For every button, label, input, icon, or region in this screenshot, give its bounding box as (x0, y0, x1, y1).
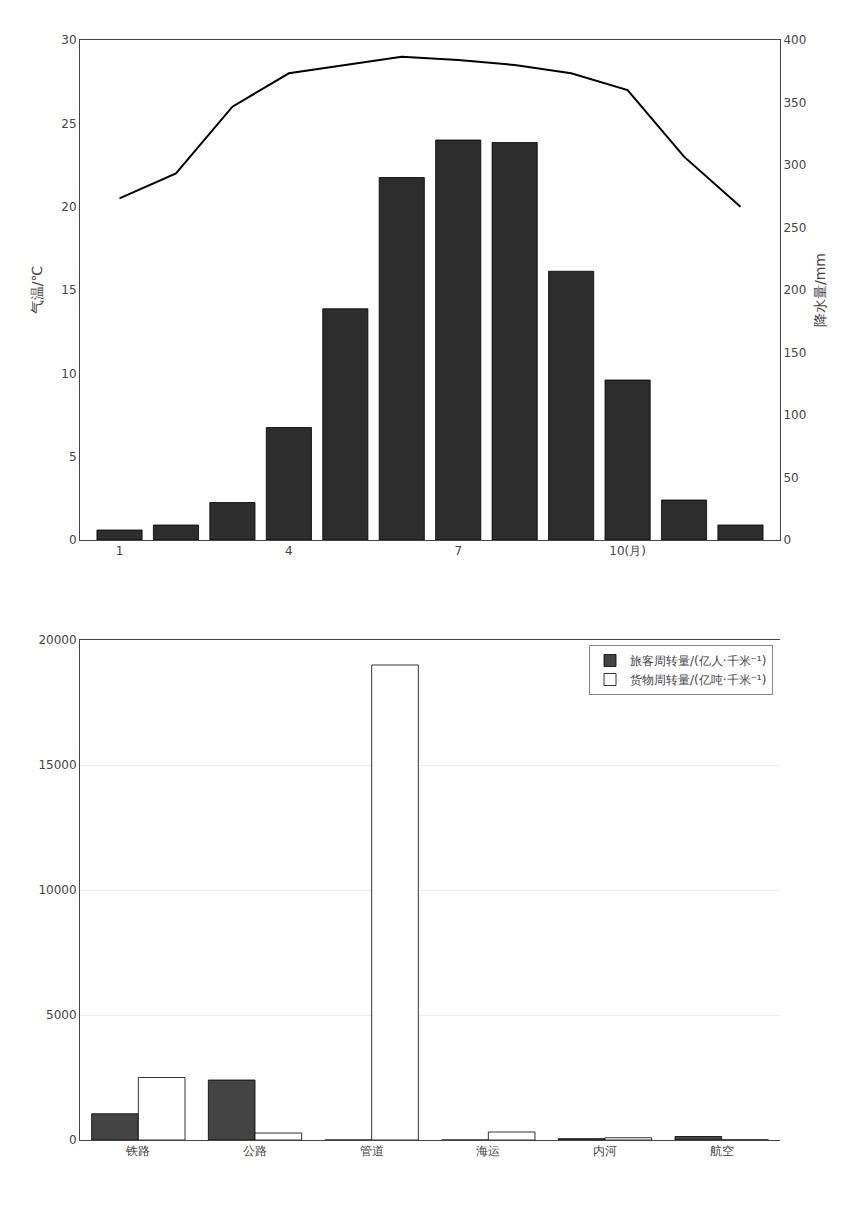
svg-text:管道: 管道 (360, 1144, 384, 1158)
svg-text:5: 5 (69, 450, 77, 464)
svg-text:0: 0 (69, 1133, 77, 1147)
svg-text:公路: 公路 (243, 1144, 267, 1158)
svg-text:150: 150 (783, 346, 806, 360)
svg-text:20: 20 (61, 200, 76, 214)
svg-text:30: 30 (61, 33, 76, 47)
svg-text:旅客周转量/(亿人·千米⁻¹): 旅客周转量/(亿人·千米⁻¹) (630, 654, 766, 668)
svg-text:5000: 5000 (46, 1008, 77, 1022)
svg-text:15: 15 (61, 283, 76, 297)
svg-text:50: 50 (783, 471, 798, 485)
svg-text:10000: 10000 (38, 883, 76, 897)
svg-text:货物周转量/(亿吨·千米⁻¹): 货物周转量/(亿吨·千米⁻¹) (630, 673, 766, 687)
svg-text:7: 7 (454, 544, 462, 558)
svg-text:25: 25 (61, 117, 76, 131)
svg-text:400: 400 (783, 33, 806, 47)
svg-text:内河: 内河 (593, 1144, 617, 1158)
svg-text:1: 1 (116, 544, 124, 558)
svg-text:200: 200 (783, 283, 806, 297)
svg-text:350: 350 (783, 96, 806, 110)
svg-text:0: 0 (783, 533, 791, 547)
svg-text:100: 100 (783, 408, 806, 422)
svg-text:0: 0 (69, 533, 77, 547)
svg-text:气温/℃: 气温/℃ (29, 266, 45, 314)
svg-text:铁路: 铁路 (125, 1144, 150, 1158)
svg-text:航空: 航空 (710, 1144, 734, 1158)
svg-text:4: 4 (285, 544, 293, 558)
svg-text:250: 250 (783, 221, 806, 235)
svg-text:20000: 20000 (38, 633, 76, 647)
svg-text:10(月): 10(月) (609, 544, 646, 558)
svg-text:海运: 海运 (476, 1144, 500, 1158)
svg-text:300: 300 (783, 158, 806, 172)
svg-text:降水量/mm: 降水量/mm (812, 253, 828, 327)
svg-text:10: 10 (61, 367, 76, 381)
svg-text:15000: 15000 (38, 758, 76, 772)
